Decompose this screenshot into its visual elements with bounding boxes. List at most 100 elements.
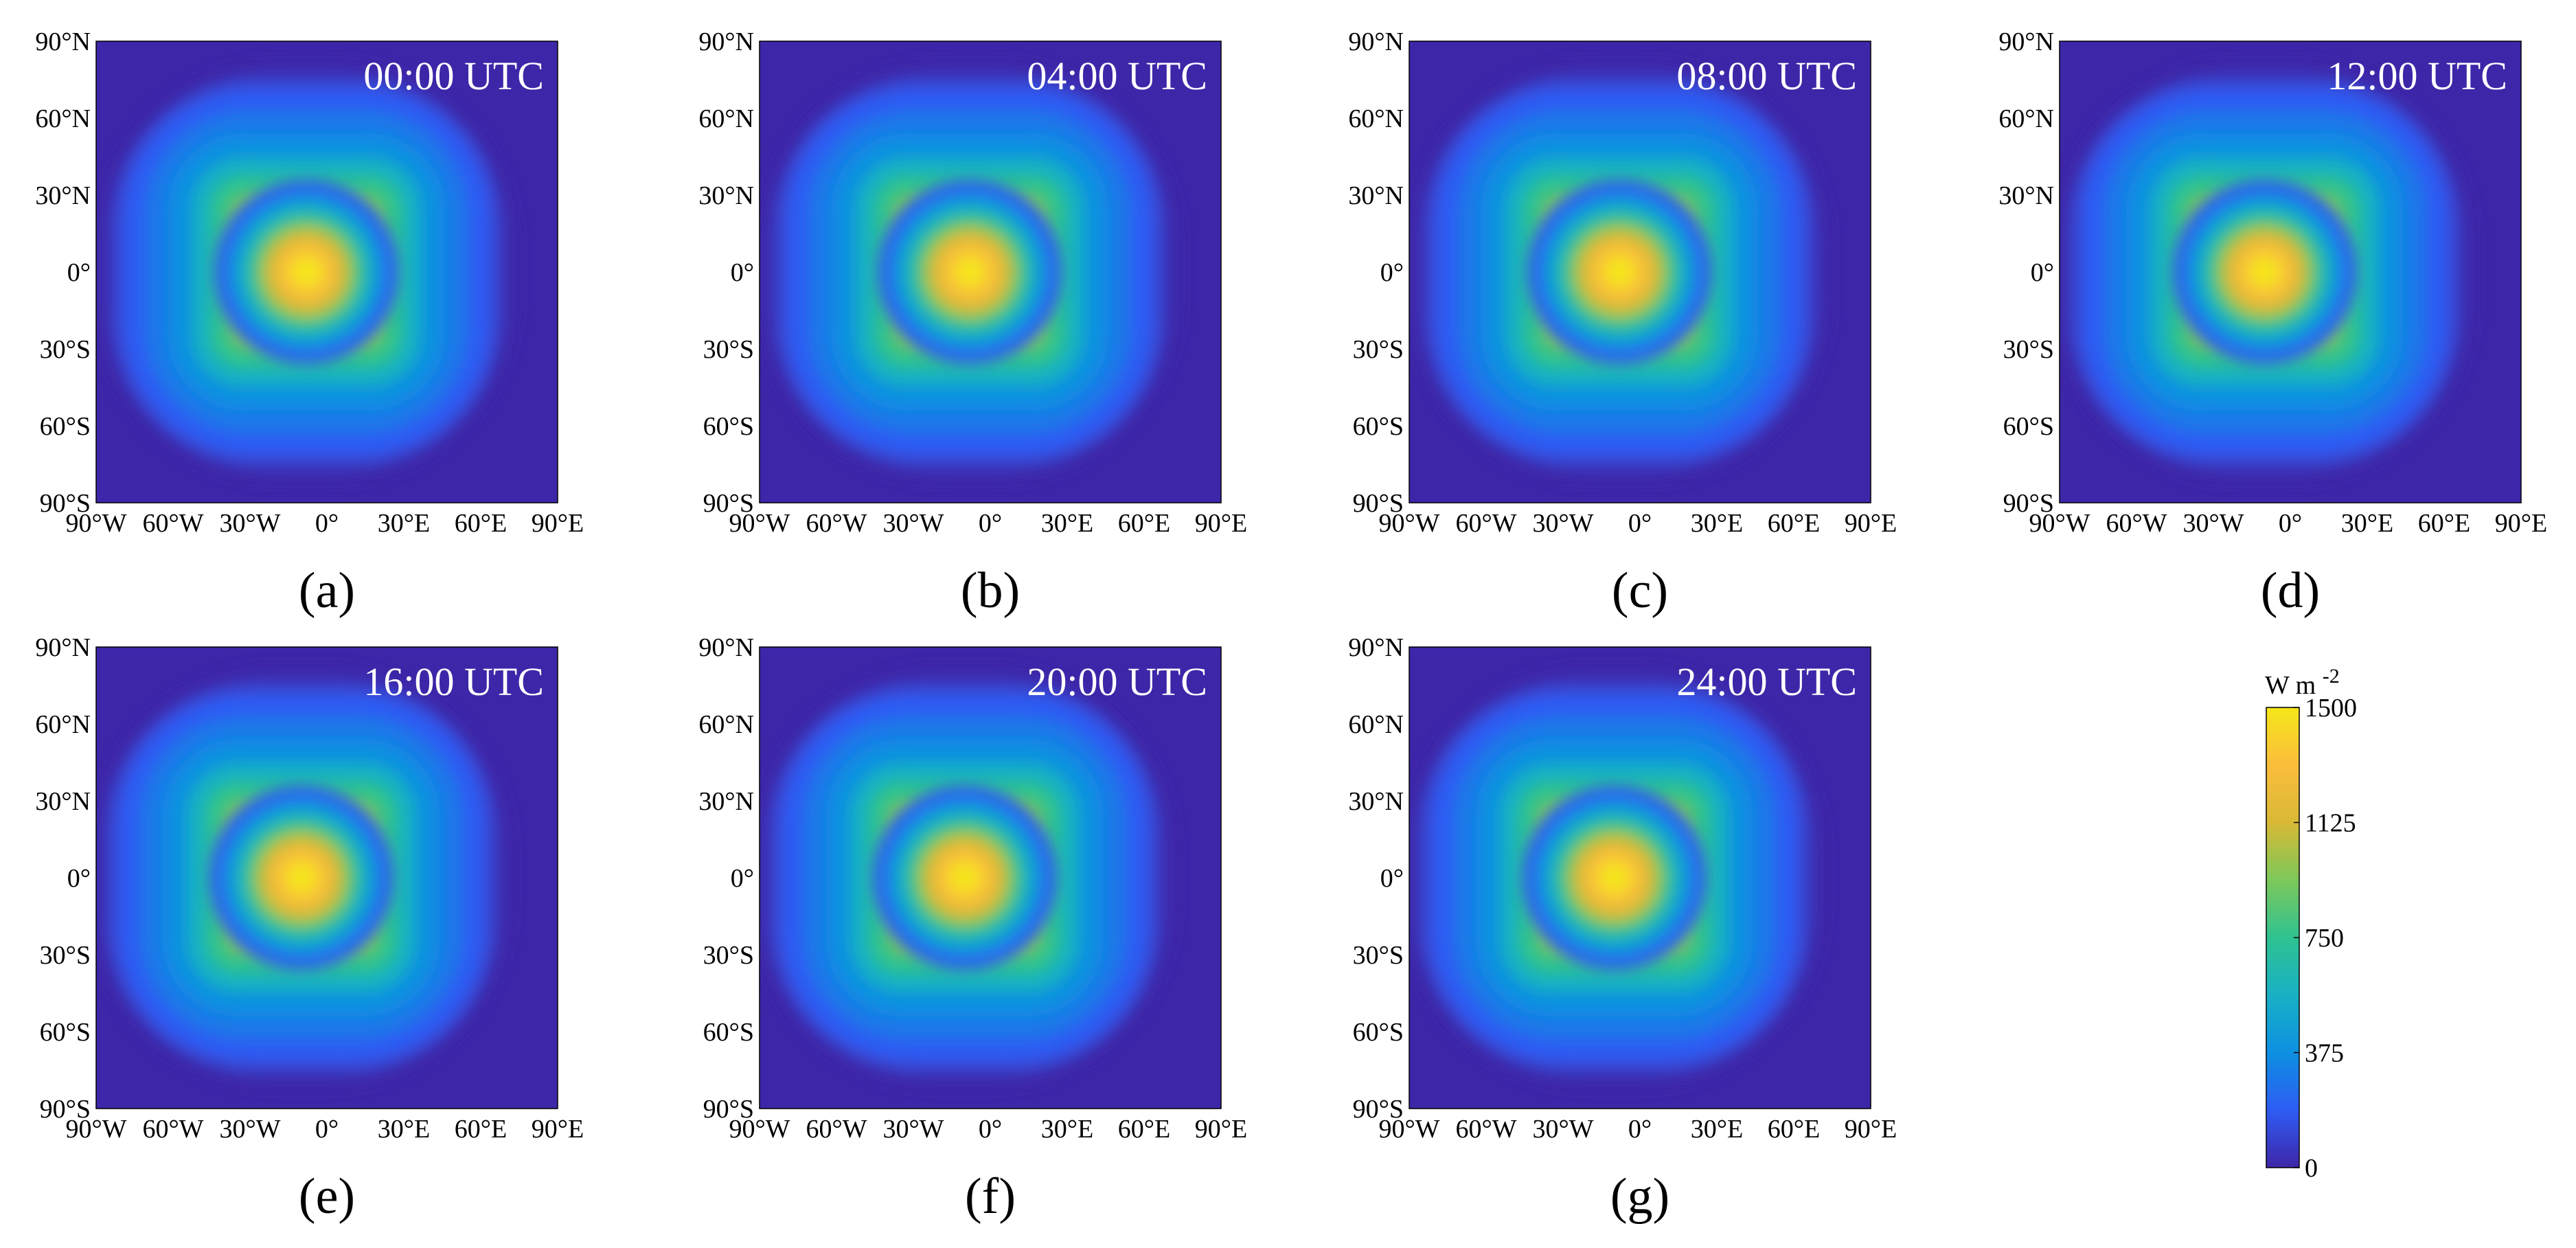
y-tick-label: 30°N [698, 787, 754, 816]
y-tick-label: 90°N [1998, 27, 2054, 56]
x-tick-label: 90°W [65, 1115, 126, 1144]
axes-frame [95, 646, 558, 1109]
field-core [214, 179, 399, 365]
y-tick-label: 90°N [1348, 27, 1404, 56]
field-core [877, 179, 1062, 365]
x-tick-label: 90°E [1845, 509, 1897, 538]
x-tick-label: 30°E [378, 509, 430, 538]
time-label: 12:00 UTC [2327, 54, 2507, 98]
irradiance-field [96, 59, 519, 485]
map-panel: 04:00 UTC 90°N 60°N 30°N 0° 30°S 60°S 90°S90°W 6… [698, 27, 1247, 619]
axes-frame [759, 646, 1222, 1109]
y-tick-label: 60°S [703, 1018, 754, 1047]
y-tick-label: 30°S [703, 335, 754, 364]
x-tick-label: 0° [1628, 509, 1652, 538]
time-label: 04:00 UTC [1027, 54, 1207, 98]
y-tick-label: 60°N [1348, 104, 1404, 133]
x-tick-label: 60°W [806, 509, 867, 538]
x-tick-label: 30°E [1041, 509, 1093, 538]
x-tick-label: 60°W [142, 509, 203, 538]
panel-letter: (f) [965, 1168, 1016, 1225]
x-tick-label: 60°E [455, 509, 507, 538]
panel-letter: (d) [2261, 563, 2320, 619]
x-tick-label: 60°E [1768, 509, 1820, 538]
y-tick-label: 90°S [703, 1095, 754, 1124]
x-tick-label: 0° [315, 509, 339, 538]
y-tick-label: 30°S [40, 335, 91, 364]
y-tick-label: 60°N [1348, 710, 1404, 739]
time-label: 08:00 UTC [1676, 54, 1857, 98]
x-tick-label: 30°E [1041, 1115, 1093, 1144]
irradiance-field [1409, 665, 1827, 1091]
axes-frame [95, 41, 558, 503]
x-tick-label: 30°W [219, 1115, 280, 1144]
y-tick-label: 30°S [703, 941, 754, 970]
y-tick-label: 0° [731, 864, 754, 893]
x-tick-label: 90°W [1378, 1115, 1439, 1144]
field-core [1527, 179, 1712, 365]
map-panel: 24:00 UTC 90°N 60°N 30°N 0° 30°S 60°S 90°S90°W 6… [1348, 633, 1897, 1225]
colorbar-unit-exponent: -2 [2323, 665, 2340, 688]
x-tick-label: 60°E [1118, 509, 1170, 538]
field-core [2172, 179, 2358, 365]
y-tick-label: 0° [731, 258, 754, 287]
colorbar-tick-label: 1500 [2305, 694, 2357, 723]
x-tick-label: 30°E [378, 1115, 430, 1144]
y-tick-label: 30°N [1348, 181, 1404, 210]
x-tick-label: 90°E [532, 509, 584, 538]
x-tick-label: 90°E [532, 1115, 584, 1144]
irradiance-field [760, 665, 1177, 1091]
x-tick-label: 60°W [1455, 509, 1516, 538]
map-panel: 12:00 UTC 90°N 60°N 30°N 0° 30°S 60°S 90°S90°W 6… [1998, 27, 2547, 619]
x-tick-label: 30°W [219, 509, 280, 538]
axes-frame [1409, 41, 1871, 503]
x-tick-label: 90°W [729, 509, 790, 538]
y-tick-label: 60°N [35, 710, 91, 739]
y-tick-label: 60°S [2003, 412, 2054, 441]
x-tick-label: 90°W [729, 1115, 790, 1144]
y-tick-label: 30°S [40, 941, 91, 970]
panel-letter: (e) [299, 1168, 355, 1225]
panel-letter: (b) [961, 563, 1020, 619]
x-tick-label: 90°E [1195, 1115, 1247, 1144]
y-tick-label: 60°N [35, 104, 91, 133]
y-tick-label: 0° [67, 864, 91, 893]
field-core [209, 785, 394, 971]
axes-frame [1409, 646, 1871, 1109]
field-core [872, 785, 1058, 971]
y-tick-label: 60°S [1353, 412, 1404, 441]
x-tick-label: 0° [979, 1115, 1002, 1144]
x-tick-label: 90°W [2029, 509, 2090, 538]
y-tick-label: 0° [1380, 864, 1404, 893]
y-tick-label: 90°S [703, 489, 754, 518]
irradiance-field [2060, 59, 2477, 485]
y-tick-label: 30°N [35, 181, 91, 210]
x-tick-label: 30°W [882, 509, 944, 538]
y-tick-label: 90°S [40, 1095, 91, 1124]
x-tick-label: 0° [2279, 509, 2302, 538]
x-tick-label: 60°E [1768, 1115, 1820, 1144]
y-tick-label: 90°N [35, 27, 91, 56]
panel-letter: (c) [1612, 563, 1668, 619]
x-tick-label: 30°W [1532, 1115, 1593, 1144]
y-tick-label: 60°S [40, 412, 91, 441]
colorbar-tick-label: 750 [2305, 924, 2344, 953]
y-tick-label: 90°N [35, 633, 91, 662]
y-tick-label: 60°N [1998, 104, 2054, 133]
irradiance-field [760, 59, 1183, 485]
colorbar-tick-label: 375 [2305, 1039, 2344, 1068]
y-tick-label: 60°S [703, 412, 754, 441]
time-label: 20:00 UTC [1027, 659, 1207, 704]
y-tick-label: 30°S [1353, 335, 1404, 364]
x-tick-label: 30°W [1532, 509, 1593, 538]
y-tick-label: 30°S [2003, 335, 2054, 364]
x-tick-label: 0° [979, 509, 1002, 538]
panel-letter: (g) [1610, 1168, 1669, 1225]
time-label: 24:00 UTC [1676, 659, 1857, 704]
axes-frame [759, 41, 1222, 503]
x-tick-label: 30°W [2182, 509, 2244, 538]
y-tick-label: 30°S [1353, 941, 1404, 970]
x-tick-label: 90°E [1845, 1115, 1897, 1144]
